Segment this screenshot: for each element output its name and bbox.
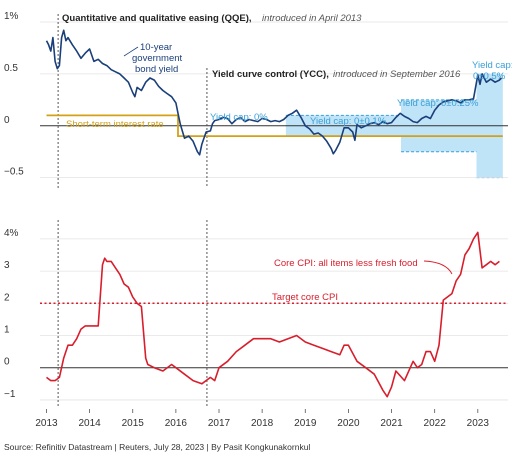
top-y-tick-label: −0.5 [4,167,24,178]
ycc-annotation-title: Yield curve control (YCC), [212,69,329,80]
x-tick-label: 2017 [208,418,231,429]
bottom-y-tick-label: 3 [4,260,10,271]
x-tick-label: 2021 [380,418,403,429]
x-tick-label: 2023 [467,418,490,429]
x-axis: 2013 2014 2015 2016 2017 2018 2019 2020 2021 2022… [35,409,489,429]
bottom-y-tick-label: −1 [4,389,16,400]
top-y-tick-label: 0.5 [4,63,18,74]
bond-label-line2: government [132,53,183,64]
bond-label-line1: 10-year [140,42,172,53]
short-term-rate-label: Short-term interest rate [66,119,164,130]
bond-label-line3: bond yield [135,64,178,75]
x-tick-label: 2015 [122,418,145,429]
top-y-tick-label: 0 [4,115,10,126]
bond-yield-line [45,29,503,156]
yield-cap-label-3: Yield cap: 0±0.25% [397,98,479,109]
top-y-tick-label: 1% [4,11,19,22]
short-term-rate-line [46,114,503,138]
bond-label-leader [123,46,139,57]
target-core-cpi-label: Target core CPI [272,292,338,303]
bottom-y-tick-label: 4% [4,228,19,239]
source-note: Source: Refinitiv Datastream | Reuters, … [4,442,311,452]
top-panel: Quantitative and qualitative easing (QQE… [4,11,512,188]
top-y-tick-labels: 1% 0.5 0 −0.5 [4,11,24,178]
bottom-y-tick-label: 1 [4,325,10,336]
core-cpi-label: Core CPI: all items less fresh food [274,258,418,269]
bottom-panel: Target core CPI Core CPI: all items less… [4,220,508,429]
x-tick-label: 2020 [337,418,360,429]
bottom-y-tick-labels: 4% 3 2 1 0 −1 [4,228,19,400]
x-tick-label: 2016 [165,418,188,429]
x-tick-label: 2022 [424,418,447,429]
yield-cap-label-1: Yield cap: 0% [210,112,268,123]
core-cpi-leader [423,260,453,275]
bottom-y-tick-label: 0 [4,357,10,368]
qqe-annotation-title: Quantitative and qualitative easing (QQE… [62,13,252,24]
yield-cap-label-2: Yield cap: 0±0.1% [310,116,387,127]
ycc-annotation-subtitle: introduced in September 2016 [333,69,461,80]
core-cpi-line [46,231,500,398]
yield-cap-label-4b: 0±0.5% [473,71,506,82]
bottom-y-tick-label: 2 [4,292,10,303]
x-tick-label: 2019 [294,418,317,429]
x-tick-label: 2014 [78,418,101,429]
yield-cap-label-4a: Yield cap: [472,60,512,71]
x-tick-label: 2013 [35,418,58,429]
qqe-annotation-subtitle: introduced in April 2013 [262,13,362,24]
x-tick-label: 2018 [251,418,274,429]
